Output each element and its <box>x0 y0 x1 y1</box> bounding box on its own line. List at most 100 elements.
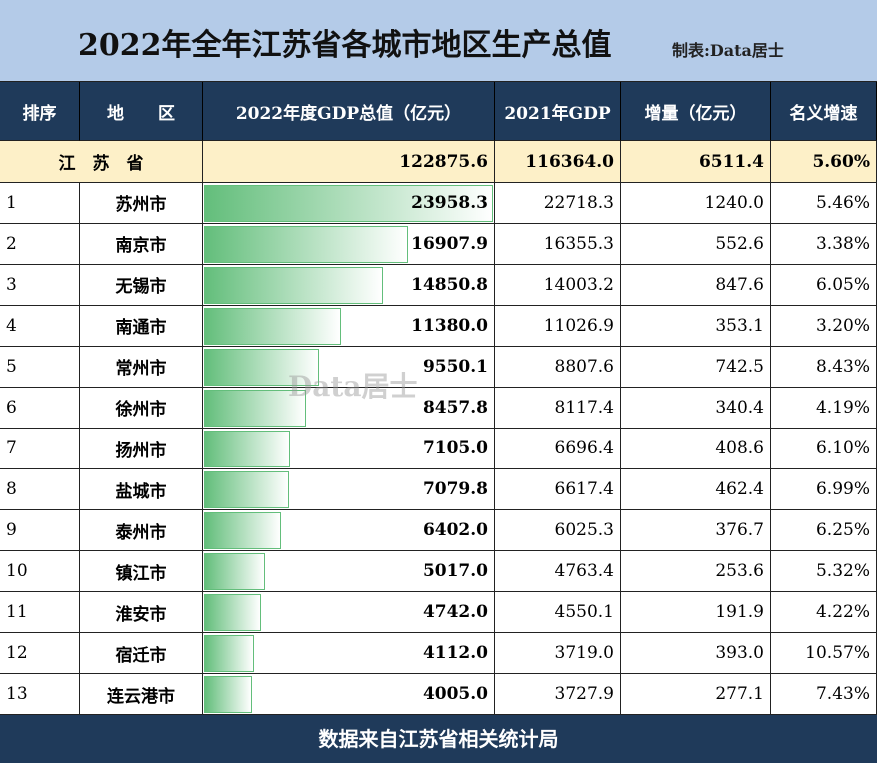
gdp-2022: 5017.0 <box>203 551 495 593</box>
increment: 393.0 <box>621 633 771 675</box>
gdp-bar <box>204 266 384 304</box>
gdp-bar <box>204 348 320 386</box>
gdp-2022: 11380.0 <box>203 305 495 347</box>
gdp-2022: 8457.8 <box>203 387 495 429</box>
watermark: Data居士 <box>288 370 418 403</box>
increment: 462.4 <box>621 469 771 511</box>
increment: 408.6 <box>621 428 771 470</box>
gdp-bar <box>204 512 282 550</box>
gdp-2021: 8807.6 <box>495 346 621 388</box>
gdp-2021: 11026.9 <box>495 305 621 347</box>
credit: 制表:Data居士 <box>672 41 784 60</box>
city: 南通市 <box>80 305 203 347</box>
rank: 2 <box>0 223 80 265</box>
gdp-bar <box>204 594 262 632</box>
increment: 742.5 <box>621 346 771 388</box>
rank: 4 <box>0 305 80 347</box>
rank: 9 <box>0 510 80 552</box>
city: 常州市 <box>80 346 203 388</box>
gdp-2022: 23958.3 <box>203 183 495 224</box>
increment: 847.6 <box>621 264 771 306</box>
city: 宿迁市 <box>80 633 203 675</box>
gdp-bar <box>204 225 408 263</box>
rank: 13 <box>0 674 80 715</box>
gdp-2021: 4763.4 <box>495 551 621 593</box>
gdp-bar <box>204 389 307 427</box>
column-header: 地 区 <box>80 82 203 141</box>
gdp-2021: 3719.0 <box>495 633 621 675</box>
gdp-2022: 7105.0 <box>203 428 495 470</box>
growth: 10.57% <box>771 633 877 675</box>
city: 盐城市 <box>80 469 203 511</box>
city: 连云港市 <box>80 674 203 715</box>
growth: 6.99% <box>771 469 877 511</box>
gdp-2022: 6402.0 <box>203 510 495 552</box>
rank: 10 <box>0 551 80 593</box>
total-value: 5.60% <box>771 141 877 183</box>
total-value: 116364.0 <box>495 141 621 183</box>
gdp-bar <box>204 553 265 591</box>
increment: 340.4 <box>621 387 771 429</box>
column-header: 2021年GDP <box>495 82 621 141</box>
growth: 3.38% <box>771 223 877 265</box>
gdp-2022: 4742.0 <box>203 592 495 634</box>
gdp-2021: 16355.3 <box>495 223 621 265</box>
gdp-2021: 3727.9 <box>495 674 621 715</box>
increment: 277.1 <box>621 674 771 715</box>
column-header: 名义增速 <box>771 82 877 141</box>
total-value: 122875.6 <box>203 141 495 183</box>
city: 南京市 <box>80 223 203 265</box>
rank: 8 <box>0 469 80 511</box>
growth: 4.19% <box>771 387 877 429</box>
column-header: 2022年度GDP总值（亿元） <box>203 82 495 141</box>
column-header: 增量（亿元） <box>621 82 771 141</box>
rank: 1 <box>0 183 80 224</box>
growth: 3.20% <box>771 305 877 347</box>
footer <box>0 715 877 763</box>
total-value: 6511.4 <box>621 141 771 183</box>
gdp-2021: 22718.3 <box>495 183 621 224</box>
increment: 353.1 <box>621 305 771 347</box>
gdp-bar <box>204 307 342 345</box>
rank: 3 <box>0 264 80 306</box>
total-name: 江 苏 省 <box>0 141 203 183</box>
gdp-2022: 9550.1 <box>203 346 495 388</box>
footer-text: 数据来自江苏省相关统计局 <box>318 727 559 751</box>
growth: 6.05% <box>771 264 877 306</box>
rank: 6 <box>0 387 80 429</box>
growth: 8.43% <box>771 346 877 388</box>
rank: 5 <box>0 346 80 388</box>
gdp-2021: 4550.1 <box>495 592 621 634</box>
gdp-2021: 6025.3 <box>495 510 621 552</box>
city: 镇江市 <box>80 551 203 593</box>
city: 苏州市 <box>80 183 203 224</box>
gdp-bar <box>204 635 254 673</box>
growth: 5.46% <box>771 183 877 224</box>
growth: 5.32% <box>771 551 877 593</box>
increment: 552.6 <box>621 223 771 265</box>
city: 扬州市 <box>80 428 203 470</box>
city: 无锡市 <box>80 264 203 306</box>
gdp-bar <box>204 471 290 509</box>
city: 徐州市 <box>80 387 203 429</box>
title: 2022年全年江苏省各城市地区生产总值 <box>78 28 612 63</box>
title-band <box>0 0 877 82</box>
gdp-2022: 16907.9 <box>203 223 495 265</box>
gdp-2022: 14850.8 <box>203 264 495 306</box>
column-header: 排序 <box>0 82 80 141</box>
city: 泰州市 <box>80 510 203 552</box>
gdp-2021: 8117.4 <box>495 387 621 429</box>
rank: 7 <box>0 428 80 470</box>
increment: 191.9 <box>621 592 771 634</box>
increment: 376.7 <box>621 510 771 552</box>
gdp-2021: 6617.4 <box>495 469 621 511</box>
gdp-2022: 4005.0 <box>203 674 495 715</box>
gdp-bar <box>204 430 290 468</box>
growth: 7.43% <box>771 674 877 715</box>
gdp-2022: 4112.0 <box>203 633 495 675</box>
gdp-2021: 6696.4 <box>495 428 621 470</box>
gdp-2021: 14003.2 <box>495 264 621 306</box>
city: 淮安市 <box>80 592 203 634</box>
gdp-2022: 7079.8 <box>203 469 495 511</box>
